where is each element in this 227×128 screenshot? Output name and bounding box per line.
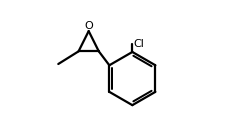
Text: O: O xyxy=(84,21,93,31)
Text: Cl: Cl xyxy=(132,39,143,49)
